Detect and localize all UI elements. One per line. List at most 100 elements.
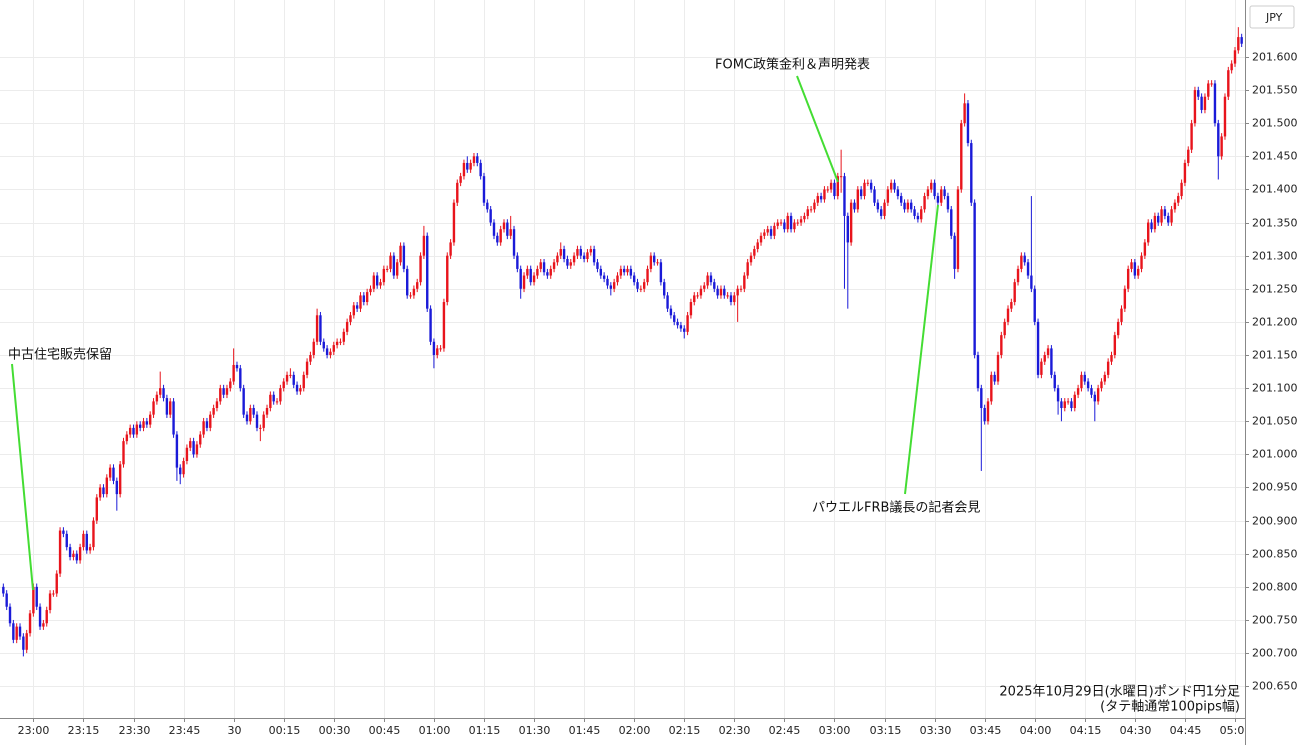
candle-body <box>699 288 703 296</box>
candle-body <box>786 215 789 230</box>
candle-body <box>419 255 422 283</box>
y-tick-label: 201.600 <box>1252 51 1298 64</box>
candle-body <box>983 408 986 422</box>
candle-body <box>476 156 479 163</box>
candle-body <box>406 268 409 296</box>
y-tick-label: 201.050 <box>1252 415 1298 428</box>
candle-body <box>926 189 930 197</box>
candle-body <box>1147 222 1150 243</box>
y-tick-label: 200.650 <box>1252 680 1298 693</box>
y-tick-label: 200.950 <box>1252 481 1298 494</box>
candle-body <box>582 255 586 259</box>
candle-body <box>1003 321 1006 336</box>
candle-body <box>1120 308 1123 322</box>
candle-body <box>592 249 596 263</box>
candle-body <box>299 388 302 392</box>
candle-body <box>799 219 803 223</box>
candle-body <box>943 189 946 197</box>
candle-body <box>18 626 22 637</box>
candle-body <box>849 202 853 243</box>
candle-body <box>1040 361 1043 375</box>
candle-body <box>803 215 806 220</box>
candle-body <box>733 295 736 303</box>
candle-body <box>1110 355 1113 362</box>
candle-body <box>579 249 582 256</box>
candle-body <box>1180 182 1183 197</box>
candle-body <box>596 262 599 269</box>
candle-body <box>342 331 345 342</box>
candle-body <box>806 209 809 216</box>
candle-body <box>1143 242 1147 256</box>
y-tick-label: 201.400 <box>1252 183 1298 196</box>
candle-body <box>479 162 482 177</box>
candle-body <box>956 189 960 269</box>
candle-body <box>566 258 569 266</box>
candle-body <box>426 235 429 309</box>
candle-body <box>946 196 950 210</box>
candle-body <box>462 162 466 177</box>
candle-body <box>436 348 439 356</box>
candle-body <box>439 348 442 350</box>
candle-body <box>1116 321 1120 336</box>
candle-body <box>1070 401 1073 409</box>
candle-body <box>1207 83 1210 97</box>
candle-body <box>1076 388 1080 395</box>
candle-body <box>522 275 526 289</box>
candle-body <box>739 288 743 290</box>
candle-body <box>429 308 432 342</box>
candle-body <box>642 282 646 289</box>
candle-body <box>532 275 536 283</box>
candle-body <box>839 176 843 178</box>
candle-body <box>1000 335 1003 356</box>
x-tick-label: 05:00 <box>1220 724 1252 737</box>
candle-body <box>1066 401 1070 403</box>
candle-body <box>1060 401 1063 409</box>
x-tick-label: 23:00 <box>18 724 50 737</box>
x-tick-label: 00:45 <box>369 724 401 737</box>
y-tick-label: 200.700 <box>1252 647 1298 660</box>
candle-body <box>716 288 719 296</box>
candle-body <box>1233 50 1237 64</box>
candle-body <box>1163 209 1167 216</box>
candle-body <box>312 341 315 356</box>
candle-body <box>472 156 476 163</box>
candle-body <box>843 176 846 216</box>
candle-body <box>172 401 175 435</box>
candle-body <box>432 341 436 356</box>
candle-body <box>936 196 940 203</box>
candle-body <box>923 196 926 210</box>
candle-body <box>559 249 562 256</box>
candle-body <box>632 275 636 283</box>
candle-body <box>606 278 609 286</box>
candle-body <box>359 295 362 309</box>
candle-body <box>135 424 139 435</box>
candle-body <box>973 202 976 356</box>
x-tick-label: 00:15 <box>269 724 301 737</box>
candle-body <box>42 623 45 627</box>
candle-body <box>776 222 779 226</box>
candle-body <box>92 520 95 548</box>
x-tick-label: 03:30 <box>920 724 952 737</box>
candle-body <box>489 209 492 223</box>
candle-body <box>990 374 993 402</box>
candle-body <box>506 222 509 236</box>
candle-body <box>953 235 956 269</box>
candle-body <box>399 245 402 263</box>
x-tick-label: 01:30 <box>519 724 551 737</box>
candle-body <box>279 388 282 402</box>
candle-body <box>349 315 352 322</box>
candle-body <box>906 202 910 210</box>
candle-body <box>673 315 676 322</box>
candle-body <box>552 262 556 269</box>
x-tick-label: 01:00 <box>419 724 451 737</box>
y-tick-label: 201.150 <box>1252 349 1298 362</box>
candle-body <box>496 235 499 243</box>
candle-body <box>332 345 335 352</box>
candle-body <box>416 282 419 289</box>
candle-body <box>1063 401 1066 409</box>
x-tick-label: 04:15 <box>1070 724 1102 737</box>
candle-body <box>262 414 265 428</box>
x-tick-label: 03:00 <box>819 724 851 737</box>
candle-body <box>709 275 713 283</box>
candle-body <box>529 268 532 283</box>
